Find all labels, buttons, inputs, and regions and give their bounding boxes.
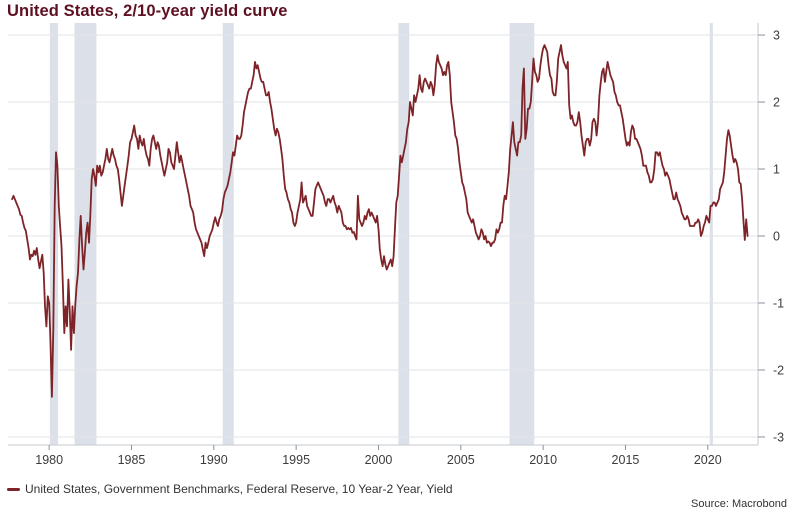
x-axis-label: 1980 [35,453,63,467]
legend-label: United States, Government Benchmarks, Fe… [25,482,453,496]
y-axis-label: 3 [773,29,780,43]
x-axis-label: 2005 [447,453,475,467]
legend: United States, Government Benchmarks, Fe… [7,482,453,496]
legend-line-marker-icon [7,487,20,491]
y-axis-label: -2 [773,363,784,377]
x-axis-label: 1995 [282,453,310,467]
yield-spread-line [11,44,749,398]
y-axis-label: -1 [773,296,784,310]
x-axis-label: 2015 [612,453,640,467]
x-axis-label: 1985 [118,453,146,467]
source-note: Source: Macrobond [691,498,787,510]
chart-title: United States, 2/10-year yield curve [7,2,288,20]
x-axis-label: 2020 [694,453,722,467]
y-axis-label: -3 [773,430,784,444]
y-axis-label: 0 [773,230,780,244]
x-axis-label: 2010 [529,453,557,467]
recession-band [709,23,713,445]
y-axis-label: 2 [773,96,780,110]
x-axis-label: 2000 [365,453,393,467]
x-axis-label: 1990 [200,453,228,467]
y-axis-label: 1 [773,163,780,177]
recession-band [222,23,234,445]
recession-band [398,23,410,445]
